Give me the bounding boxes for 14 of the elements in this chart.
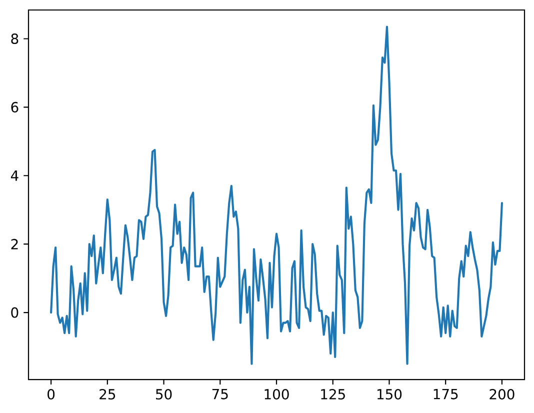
x-tick-label: 75 [212, 388, 228, 400]
x-tick-label: 175 [434, 388, 458, 400]
x-tick-label: 150 [377, 388, 402, 400]
y-tick-label: 2 [11, 238, 18, 250]
y-tick-label: 6 [11, 102, 18, 112]
x-tick-label: 100 [264, 388, 289, 400]
y-tick-label: 0 [11, 307, 18, 318]
x-tick-label: 25 [100, 388, 116, 400]
x-tick-label: 0 [48, 388, 55, 400]
x-tick-label: 125 [321, 388, 345, 400]
y-tick-label: 4 [10, 170, 18, 181]
x-tick-label: 200 [490, 388, 514, 400]
x-tick-label: 50 [156, 388, 172, 400]
y-tick-label: 8 [11, 33, 18, 44]
